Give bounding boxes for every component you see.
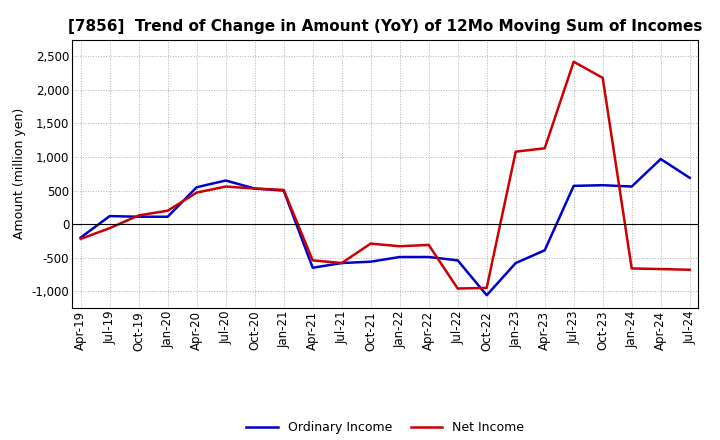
Ordinary Income <box>685 175 694 180</box>
Line: Ordinary Income: Ordinary Income <box>81 159 690 295</box>
Net Income <box>192 190 201 195</box>
Title: [7856]  Trend of Change in Amount (YoY) of 12Mo Moving Sum of Incomes: [7856] Trend of Change in Amount (YoY) o… <box>68 19 703 34</box>
Net Income <box>76 236 85 242</box>
Legend: Ordinary Income, Net Income: Ordinary Income, Net Income <box>241 416 529 439</box>
Net Income <box>163 208 172 213</box>
Net Income <box>685 267 694 272</box>
Ordinary Income <box>570 183 578 188</box>
Net Income <box>454 286 462 291</box>
Ordinary Income <box>192 185 201 190</box>
Net Income <box>366 241 375 246</box>
Ordinary Income <box>221 178 230 183</box>
Line: Net Income: Net Income <box>81 62 690 289</box>
Ordinary Income <box>511 260 520 266</box>
Ordinary Income <box>657 156 665 161</box>
Net Income <box>308 258 317 263</box>
Net Income <box>424 242 433 248</box>
Ordinary Income <box>454 258 462 263</box>
Ordinary Income <box>105 213 114 219</box>
Net Income <box>221 184 230 189</box>
Net Income <box>279 187 288 193</box>
Ordinary Income <box>424 254 433 260</box>
Ordinary Income <box>627 184 636 189</box>
Ordinary Income <box>395 254 404 260</box>
Ordinary Income <box>598 183 607 188</box>
Net Income <box>541 146 549 151</box>
Net Income <box>395 244 404 249</box>
Net Income <box>482 285 491 290</box>
Net Income <box>598 75 607 81</box>
Ordinary Income <box>482 293 491 298</box>
Ordinary Income <box>279 188 288 193</box>
Ordinary Income <box>308 265 317 270</box>
Net Income <box>135 213 143 218</box>
Net Income <box>105 226 114 231</box>
Ordinary Income <box>366 259 375 264</box>
Ordinary Income <box>541 248 549 253</box>
Net Income <box>570 59 578 64</box>
Ordinary Income <box>76 235 85 240</box>
Net Income <box>657 267 665 272</box>
Net Income <box>251 186 259 191</box>
Net Income <box>338 260 346 266</box>
Ordinary Income <box>338 260 346 266</box>
Net Income <box>627 266 636 271</box>
Y-axis label: Amount (million yen): Amount (million yen) <box>13 108 26 239</box>
Ordinary Income <box>163 214 172 220</box>
Ordinary Income <box>135 214 143 220</box>
Net Income <box>511 149 520 154</box>
Ordinary Income <box>251 186 259 191</box>
